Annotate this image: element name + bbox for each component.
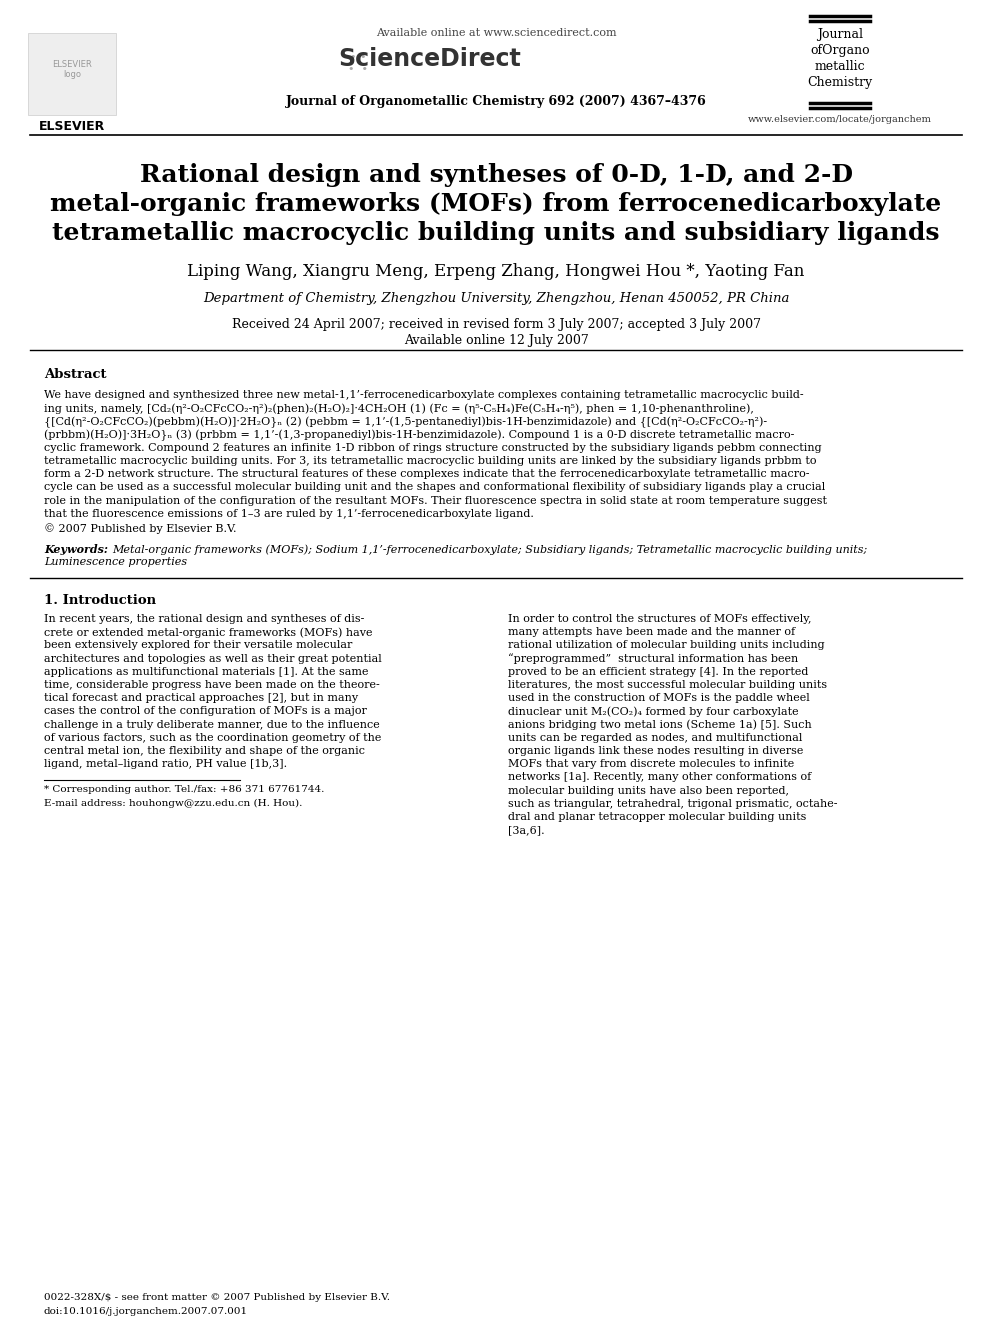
Text: (prbbm)(H₂O)]·3H₂O}ₙ (3) (prbbm = 1,1’-(1,3-propanediyl)bis-1H-benzimidazole). C: (prbbm)(H₂O)]·3H₂O}ₙ (3) (prbbm = 1,1’-(… xyxy=(44,430,795,441)
Text: Journal of Organometallic Chemistry 692 (2007) 4367–4376: Journal of Organometallic Chemistry 692 … xyxy=(286,95,706,108)
Text: Available online 12 July 2007: Available online 12 July 2007 xyxy=(404,333,588,347)
Text: We have designed and synthesized three new metal-1,1’-ferrocenedicarboxylate com: We have designed and synthesized three n… xyxy=(44,390,804,400)
Text: that the fluorescence emissions of 1–3 are ruled by 1,1’-ferrocenedicarboxylate : that the fluorescence emissions of 1–3 a… xyxy=(44,509,534,519)
Text: role in the manipulation of the configuration of the resultant MOFs. Their fluor: role in the manipulation of the configur… xyxy=(44,496,827,505)
Text: cycle can be used as a successful molecular building unit and the shapes and con: cycle can be used as a successful molecu… xyxy=(44,483,825,492)
Text: literatures, the most successful molecular building units: literatures, the most successful molecul… xyxy=(508,680,827,691)
Text: proved to be an efficient strategy [4]. In the reported: proved to be an efficient strategy [4]. … xyxy=(508,667,808,677)
Text: ing units, namely, [Cd₂(η²-O₂CFcCO₂-η²)₂(phen)₂(H₂O)₂]·4CH₂OH (1) (Fc = (η⁵-C₅H₄: ing units, namely, [Cd₂(η²-O₂CFcCO₂-η²)₂… xyxy=(44,404,754,414)
Text: been extensively explored for their versatile molecular: been extensively explored for their vers… xyxy=(44,640,352,651)
Text: Metal-organic frameworks (MOFs); Sodium 1,1’-ferrocenedicarboxylate; Subsidiary : Metal-organic frameworks (MOFs); Sodium … xyxy=(112,544,867,554)
Text: Department of Chemistry, Zhengzhou University, Zhengzhou, Henan 450052, PR China: Department of Chemistry, Zhengzhou Unive… xyxy=(202,292,790,306)
Text: * Corresponding author. Tel./fax: +86 371 67761744.: * Corresponding author. Tel./fax: +86 37… xyxy=(44,786,324,794)
Text: challenge in a truly deliberate manner, due to the influence: challenge in a truly deliberate manner, … xyxy=(44,720,380,729)
Text: units can be regarded as nodes, and multifunctional: units can be regarded as nodes, and mult… xyxy=(508,733,803,742)
Text: In recent years, the rational design and syntheses of dis-: In recent years, the rational design and… xyxy=(44,614,364,624)
Text: tetrametallic macrocyclic building units and subsidiary ligands: tetrametallic macrocyclic building units… xyxy=(53,221,939,245)
Text: architectures and topologies as well as their great potential: architectures and topologies as well as … xyxy=(44,654,382,664)
Text: [3a,6].: [3a,6]. xyxy=(508,826,545,835)
Text: ligand, metal–ligand ratio, PH value [1b,3].: ligand, metal–ligand ratio, PH value [1b… xyxy=(44,759,287,769)
Text: form a 2-D network structure. The structural features of these complexes indicat: form a 2-D network structure. The struct… xyxy=(44,470,809,479)
Text: tetrametallic macrocyclic building units. For 3, its tetrametallic macrocyclic b: tetrametallic macrocyclic building units… xyxy=(44,456,816,466)
Text: crete or extended metal-organic frameworks (MOFs) have: crete or extended metal-organic framewor… xyxy=(44,627,373,638)
Text: MOFs that vary from discrete molecules to infinite: MOFs that vary from discrete molecules t… xyxy=(508,759,795,769)
Text: www.elsevier.com/locate/jorganchem: www.elsevier.com/locate/jorganchem xyxy=(748,115,931,124)
Text: time, considerable progress have been made on the theore-: time, considerable progress have been ma… xyxy=(44,680,380,691)
Text: dinuclear unit M₂(CO₂)₄ formed by four carboxylate: dinuclear unit M₂(CO₂)₄ formed by four c… xyxy=(508,706,799,717)
Text: cyclic framework. Compound 2 features an infinite 1-D ribbon of rings structure : cyclic framework. Compound 2 features an… xyxy=(44,443,821,452)
Text: used in the construction of MOFs is the paddle wheel: used in the construction of MOFs is the … xyxy=(508,693,809,704)
Text: Abstract: Abstract xyxy=(44,368,106,381)
Text: molecular building units have also been reported,: molecular building units have also been … xyxy=(508,786,789,795)
Text: many attempts have been made and the manner of: many attempts have been made and the man… xyxy=(508,627,796,638)
Text: “preprogrammed”  structural information has been: “preprogrammed” structural information h… xyxy=(508,654,799,664)
Text: Rational design and syntheses of 0-D, 1-D, and 2-D: Rational design and syntheses of 0-D, 1-… xyxy=(140,163,852,187)
Text: 1. Introduction: 1. Introduction xyxy=(44,594,156,607)
Text: Liping Wang, Xiangru Meng, Erpeng Zhang, Hongwei Hou *, Yaoting Fan: Liping Wang, Xiangru Meng, Erpeng Zhang,… xyxy=(187,263,805,280)
Text: ELSEVIER
logo: ELSEVIER logo xyxy=(53,60,92,79)
Text: networks [1a]. Recently, many other conformations of: networks [1a]. Recently, many other conf… xyxy=(508,773,811,782)
Text: central metal ion, the flexibility and shape of the organic: central metal ion, the flexibility and s… xyxy=(44,746,365,755)
Text: {[Cd(η²-O₂CFcCO₂)(pebbm)(H₂O)]·2H₂O}ₙ (2) (pebbm = 1,1’-(1,5-pentanediyl)bis-1H-: {[Cd(η²-O₂CFcCO₂)(pebbm)(H₂O)]·2H₂O}ₙ (2… xyxy=(44,417,767,427)
Text: doi:10.1016/j.jorganchem.2007.07.001: doi:10.1016/j.jorganchem.2007.07.001 xyxy=(44,1307,248,1316)
Text: cases the control of the configuration of MOFs is a major: cases the control of the configuration o… xyxy=(44,706,367,716)
Text: of various factors, such as the coordination geometry of the: of various factors, such as the coordina… xyxy=(44,733,381,742)
Text: anions bridging two metal ions (Scheme 1a) [5]. Such: anions bridging two metal ions (Scheme 1… xyxy=(508,720,811,730)
Text: applications as multifunctional materials [1]. At the same: applications as multifunctional material… xyxy=(44,667,368,677)
Text: Received 24 April 2007; received in revised form 3 July 2007; accepted 3 July 20: Received 24 April 2007; received in revi… xyxy=(231,318,761,331)
Text: Luminescence properties: Luminescence properties xyxy=(44,557,187,568)
Text: ScienceDirect: ScienceDirect xyxy=(338,48,522,71)
Text: Keywords:: Keywords: xyxy=(44,544,108,556)
Text: metal-organic frameworks (MOFs) from ferrocenedicarboxylate: metal-organic frameworks (MOFs) from fer… xyxy=(51,192,941,216)
Text: organic ligands link these nodes resulting in diverse: organic ligands link these nodes resulti… xyxy=(508,746,804,755)
Text: In order to control the structures of MOFs effectively,: In order to control the structures of MO… xyxy=(508,614,811,624)
Text: Journal
ofOrgano
metallic
Chemistry: Journal ofOrgano metallic Chemistry xyxy=(807,28,873,89)
Text: rational utilization of molecular building units including: rational utilization of molecular buildi… xyxy=(508,640,824,651)
Text: such as triangular, tetrahedral, trigonal prismatic, octahe-: such as triangular, tetrahedral, trigona… xyxy=(508,799,837,808)
Text: • •
•  •: • • • • xyxy=(348,52,368,74)
Text: 0022-328X/$ - see front matter © 2007 Published by Elsevier B.V.: 0022-328X/$ - see front matter © 2007 Pu… xyxy=(44,1293,390,1302)
Text: E-mail address: houhongw@zzu.edu.cn (H. Hou).: E-mail address: houhongw@zzu.edu.cn (H. … xyxy=(44,798,303,807)
Text: © 2007 Published by Elsevier B.V.: © 2007 Published by Elsevier B.V. xyxy=(44,523,236,533)
FancyBboxPatch shape xyxy=(28,33,116,115)
Text: Available online at www.sciencedirect.com: Available online at www.sciencedirect.co… xyxy=(376,28,616,38)
Text: ELSEVIER: ELSEVIER xyxy=(39,120,105,134)
Text: tical forecast and practical approaches [2], but in many: tical forecast and practical approaches … xyxy=(44,693,358,704)
Text: dral and planar tetracopper molecular building units: dral and planar tetracopper molecular bu… xyxy=(508,812,806,822)
